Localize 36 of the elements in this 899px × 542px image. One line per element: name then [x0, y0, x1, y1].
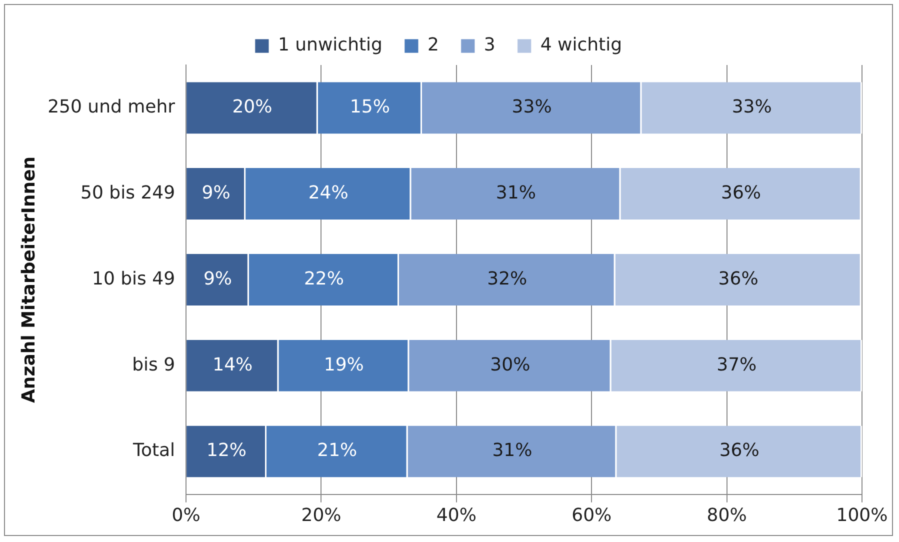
legend-label: 2 — [427, 34, 439, 56]
legend-label: 1 unwichtig — [278, 34, 382, 56]
x-tick-label: 100% — [836, 504, 888, 526]
data-label: 37% — [716, 354, 757, 376]
x-tick-label: 80% — [706, 504, 747, 526]
y-tick-label: 250 und mehr — [48, 96, 176, 118]
legend-label: 4 wichtig — [540, 34, 622, 56]
data-label: 9% — [202, 182, 230, 204]
data-label: 36% — [721, 182, 762, 204]
data-label: 31% — [496, 182, 536, 204]
data-label: 24% — [308, 182, 348, 204]
x-tick-label: 0% — [172, 504, 200, 526]
x-tick-label: 20% — [301, 504, 342, 526]
y-tick-label: 50 bis 249 — [80, 182, 176, 204]
data-label: 36% — [718, 268, 758, 290]
x-tick-label: 60% — [572, 504, 612, 526]
data-label: 20% — [232, 96, 272, 118]
data-label: 31% — [492, 440, 532, 462]
y-tick-label: Total — [132, 440, 176, 462]
x-tick-label: 40% — [436, 504, 476, 526]
y-tick-label: 10 bis 49 — [92, 268, 176, 290]
data-label: 9% — [203, 268, 232, 290]
data-label: 30% — [490, 354, 530, 376]
data-label: 33% — [732, 96, 772, 118]
legend-label: 3 — [484, 34, 496, 56]
y-axis-title: Anzahl MitarbeiterInnen — [18, 156, 40, 404]
data-label: 19% — [324, 354, 364, 376]
data-label: 22% — [304, 268, 344, 290]
data-label: 12% — [206, 440, 247, 462]
data-label: 21% — [317, 440, 358, 462]
data-label: 33% — [512, 96, 552, 118]
data-label: 32% — [487, 268, 528, 290]
y-tick-label: bis 9 — [132, 354, 176, 376]
data-label: 15% — [350, 96, 390, 118]
data-label: 14% — [212, 354, 253, 376]
data-label: 36% — [719, 440, 760, 462]
